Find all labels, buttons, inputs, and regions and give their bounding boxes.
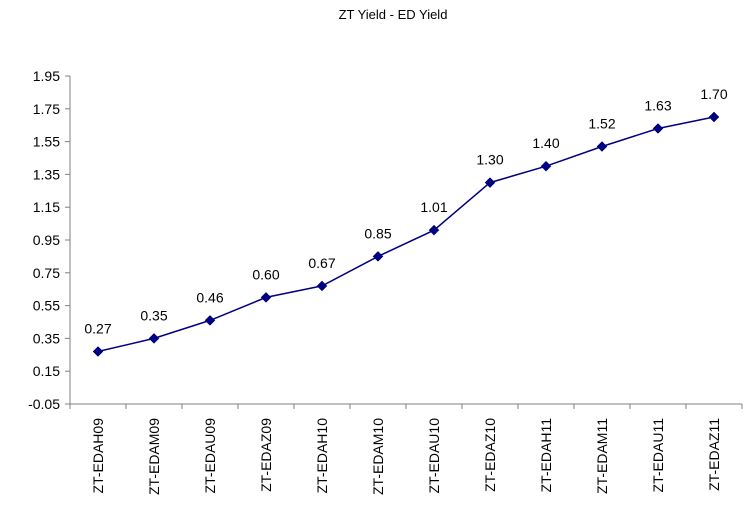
x-tick-label: ZT-EDAZ11 — [706, 418, 722, 491]
data-label: 0.67 — [308, 255, 335, 271]
x-tick-label: ZT-EDAH10 — [314, 418, 330, 494]
y-tick-label: 1.95 — [33, 68, 60, 84]
y-tick-label: 0.95 — [33, 232, 60, 248]
data-point — [540, 160, 552, 172]
data-point — [708, 111, 720, 123]
chart-title: ZT Yield - ED Yield — [339, 7, 448, 22]
x-axis: ZT-EDAH09 ZT-EDAM09 ZT-EDAU09 ZT-EDAZ09 ZT-E… — [69, 403, 743, 495]
y-tick-label: -0.05 — [28, 396, 60, 412]
x-tick-label: ZT-EDAZ09 — [258, 418, 274, 492]
x-tick-label: ZT-EDAM09 — [146, 418, 162, 495]
x-tick-label: ZT-EDAU10 — [426, 418, 442, 494]
y-tick-label: 1.55 — [33, 134, 60, 150]
y-tick-label: 0.75 — [33, 265, 60, 281]
series-line-group — [92, 111, 720, 357]
data-labels: 0.27 0.35 0.46 0.60 0.67 0.85 1.01 1.30 1.40 1.52… — [84, 86, 727, 337]
y-tick-label: 1.35 — [33, 166, 60, 182]
x-tick-label: ZT-EDAU09 — [202, 418, 218, 494]
x-tick-label: ZT-EDAM11 — [594, 418, 610, 494]
data-point — [596, 141, 608, 152]
data-point — [92, 346, 104, 357]
x-tick-label: ZT-EDAH09 — [90, 418, 106, 494]
data-label: 1.63 — [644, 97, 671, 113]
x-tick-label: ZT-EDAM10 — [370, 418, 386, 495]
data-label: 1.52 — [588, 116, 615, 132]
series-line — [97, 116, 715, 353]
data-label: 0.27 — [84, 321, 111, 337]
data-point — [148, 333, 160, 344]
y-tick-label: 1.75 — [33, 101, 60, 117]
data-label: 0.85 — [364, 225, 391, 241]
data-label: 1.40 — [532, 135, 559, 151]
data-point — [372, 251, 384, 262]
y-axis: -0.05 0.15 0.35 0.55 0.75 0.95 1.15 1.35 1.55 1.7… — [28, 68, 71, 412]
data-label: 1.30 — [476, 152, 503, 168]
x-tick-label: ZT-EDAU11 — [650, 418, 666, 493]
data-point — [260, 292, 272, 303]
data-point — [316, 280, 328, 292]
y-tick-label: 0.55 — [33, 298, 60, 314]
y-tick-label: 1.15 — [33, 199, 60, 215]
data-point — [204, 315, 216, 326]
data-label: 1.01 — [420, 199, 447, 215]
data-label: 0.35 — [140, 307, 167, 323]
x-tick-label: ZT-EDAZ10 — [482, 418, 498, 492]
data-label: 0.46 — [196, 289, 223, 305]
data-point — [428, 224, 440, 236]
x-tick-label: ZT-EDAH11 — [538, 418, 554, 493]
data-label: 1.70 — [700, 86, 727, 102]
y-tick-label: 0.35 — [33, 330, 60, 346]
data-point — [652, 123, 664, 134]
data-point — [484, 177, 496, 188]
data-label: 0.60 — [252, 266, 279, 282]
y-tick-label: 0.15 — [33, 363, 60, 379]
